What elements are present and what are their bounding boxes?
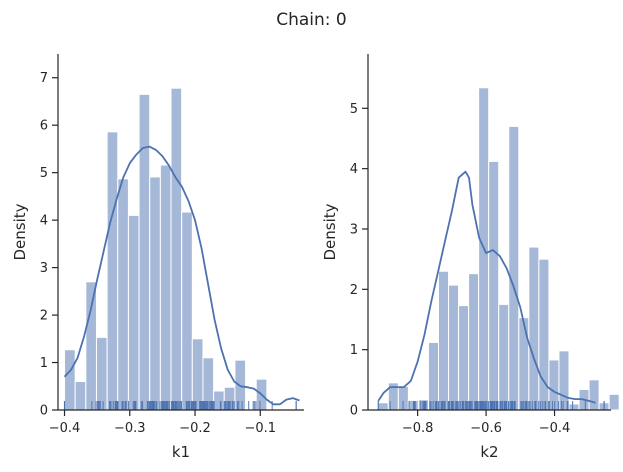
histogram-bar	[159, 164, 172, 411]
y-axis-label: Density	[11, 203, 29, 260]
histogram-bar	[191, 338, 204, 411]
x-tick-label: −0.2	[179, 421, 211, 436]
x-tick-label: −0.1	[244, 421, 276, 436]
histogram-bar	[74, 381, 87, 411]
histogram-bar	[508, 125, 520, 411]
x-tick-label: −0.3	[114, 421, 146, 436]
figure-title: Chain: 0	[276, 10, 347, 30]
y-tick-label: 4	[40, 214, 48, 229]
histogram-bar	[138, 93, 151, 411]
x-tick-label: −0.4	[539, 421, 571, 436]
y-tick-label: 3	[350, 222, 358, 237]
histogram-bar	[181, 211, 193, 411]
y-tick-label: 2	[350, 283, 358, 298]
y-tick-label: 0	[40, 404, 48, 419]
kde-line	[377, 170, 596, 404]
y-tick-label: 3	[40, 261, 48, 276]
histogram-bar	[528, 246, 540, 411]
histogram-bar	[64, 349, 76, 411]
histogram-bar	[458, 305, 470, 411]
histogram-bar	[448, 284, 460, 411]
histogram-bar	[468, 273, 480, 411]
y-tick-label: 2	[40, 309, 48, 324]
histogram-bar	[498, 303, 510, 411]
histogram-bar	[149, 176, 161, 411]
histogram-bar	[518, 317, 530, 411]
histogram-bar	[548, 359, 560, 411]
x-tick-label: −0.4	[49, 421, 81, 436]
histogram-bar	[488, 160, 500, 411]
y-axis-label: Density	[321, 203, 339, 260]
y-tick-label: 6	[40, 119, 48, 134]
histogram-bar	[437, 270, 450, 411]
histogram-bar	[127, 214, 140, 411]
histogram-bar	[117, 178, 129, 411]
x-tick-label: −0.6	[470, 421, 502, 436]
y-tick-label: 5	[40, 166, 48, 181]
histogram-bar	[427, 341, 439, 411]
histogram-bar	[170, 87, 183, 411]
y-tick-label: 5	[350, 102, 358, 117]
histogram-bar	[568, 403, 580, 411]
subplot-k2: −0.8 −0.6 −0.4 0 1 2 3 4 5 k2 Density	[321, 54, 620, 461]
histogram-bar	[106, 131, 119, 411]
x-axis-label: k1	[172, 443, 190, 461]
histogram-bar	[608, 393, 620, 411]
histogram-bar	[588, 379, 600, 411]
kde-line	[63, 145, 300, 406]
subplot-k1: −0.4 −0.3 −0.2 −0.1 0 1 2 3 4 5 6 7 k1 Density	[11, 54, 304, 461]
x-tick-label: −0.8	[402, 421, 434, 436]
histogram-bar	[95, 336, 108, 411]
y-tick-label: 1	[350, 343, 358, 358]
y-tick-label: 4	[350, 162, 358, 177]
y-tick-label: 1	[40, 356, 48, 371]
histogram-bar	[85, 281, 97, 411]
x-axis-label: k2	[480, 443, 498, 461]
histogram-bar	[377, 402, 389, 411]
histogram-bar	[213, 390, 225, 411]
y-tick-label: 0	[350, 404, 358, 419]
y-tick-label: 7	[40, 71, 48, 86]
